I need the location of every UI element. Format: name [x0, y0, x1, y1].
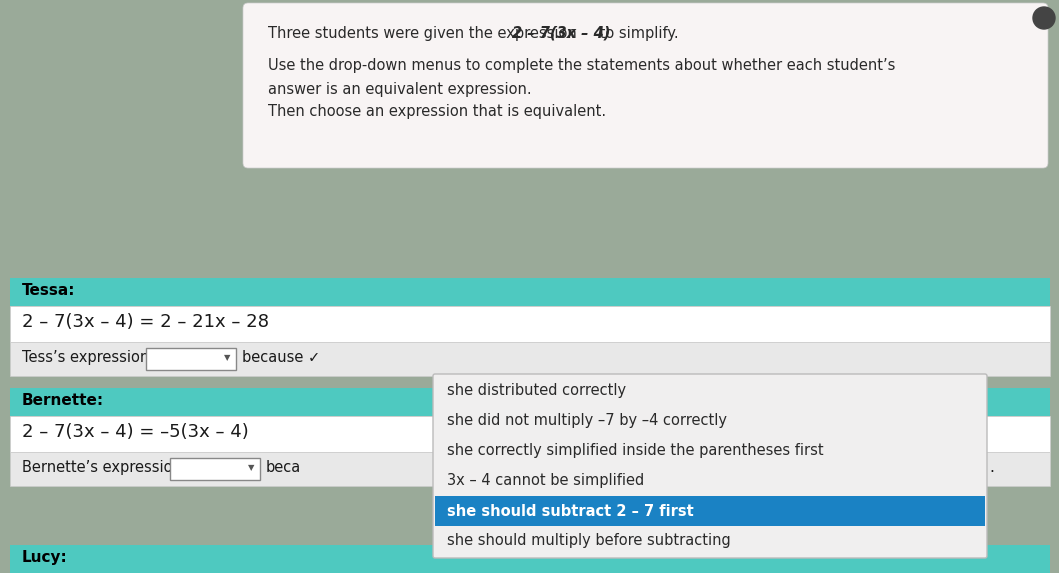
- FancyBboxPatch shape: [433, 374, 987, 558]
- Text: she correctly simplified inside the parentheses first: she correctly simplified inside the pare…: [447, 444, 824, 458]
- Bar: [10, 545, 1051, 573]
- Text: Lucy:: Lucy:: [22, 550, 68, 565]
- Text: beca: beca: [266, 460, 301, 475]
- Bar: [10, 278, 1051, 306]
- FancyBboxPatch shape: [243, 3, 1048, 168]
- Text: 2 – 7(3x – 4) = –5(3x – 4): 2 – 7(3x – 4) = –5(3x – 4): [22, 423, 249, 441]
- Text: Bernette:: Bernette:: [22, 393, 104, 408]
- Text: she did not multiply –7 by –4 correctly: she did not multiply –7 by –4 correctly: [447, 414, 726, 429]
- Text: Use the drop-down menus to complete the statements about whether each student’s: Use the drop-down menus to complete the …: [268, 58, 895, 73]
- Text: Tess’s expression is: Tess’s expression is: [22, 350, 166, 365]
- Text: answer is an equivalent expression.: answer is an equivalent expression.: [268, 82, 532, 97]
- Text: 3x – 4 cannot be simplified: 3x – 4 cannot be simplified: [447, 473, 644, 489]
- Text: 2 – 7(3x – 4): 2 – 7(3x – 4): [511, 26, 610, 41]
- Text: Three students were given the expression: Three students were given the expression: [268, 26, 581, 41]
- Text: Tessa:: Tessa:: [22, 283, 75, 298]
- Text: ▼: ▼: [248, 463, 254, 472]
- Circle shape: [1033, 7, 1055, 29]
- Text: she distributed correctly: she distributed correctly: [447, 383, 626, 398]
- Bar: [10, 342, 1051, 376]
- Bar: [10, 388, 1051, 416]
- Text: she should subtract 2 – 7 first: she should subtract 2 – 7 first: [447, 504, 694, 519]
- Text: because ✓: because ✓: [243, 350, 320, 365]
- Text: she should multiply before subtracting: she should multiply before subtracting: [447, 533, 731, 548]
- Text: ▼: ▼: [225, 353, 231, 362]
- Bar: [435, 496, 985, 526]
- Bar: [10, 416, 1051, 452]
- Text: Bernette’s expression is: Bernette’s expression is: [22, 460, 198, 475]
- Bar: [10, 306, 1051, 342]
- Text: Then choose an expression that is equivalent.: Then choose an expression that is equiva…: [268, 104, 606, 119]
- Bar: [10, 452, 1051, 486]
- Text: to simplify.: to simplify.: [595, 26, 679, 41]
- Bar: [170, 458, 261, 480]
- Text: .: .: [989, 460, 994, 475]
- Bar: [146, 348, 236, 370]
- Text: 2 – 7(3x – 4) = 2 – 21x – 28: 2 – 7(3x – 4) = 2 – 21x – 28: [22, 313, 269, 331]
